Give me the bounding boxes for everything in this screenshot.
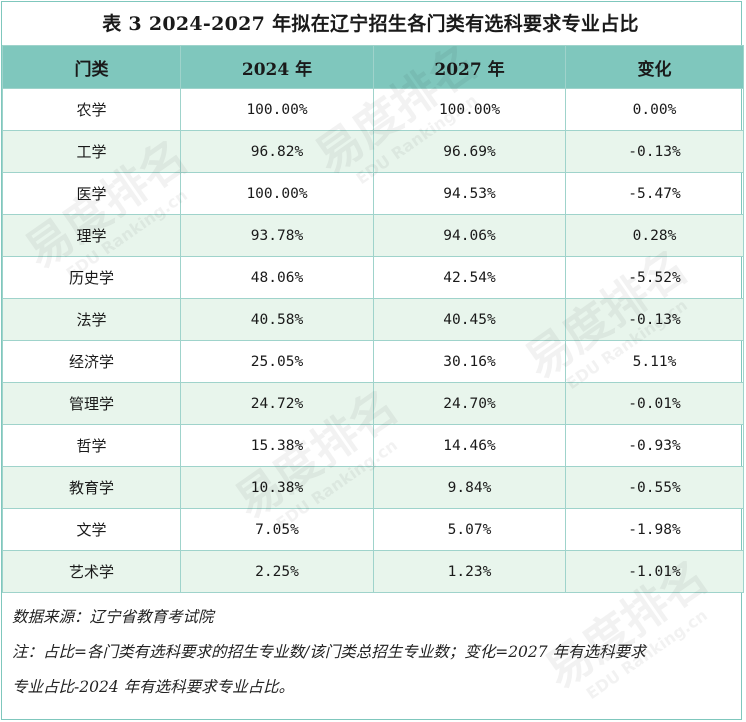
cell-2024: 48.06% [180,256,374,299]
cell-2027: 100.00% [373,88,566,131]
table-row: 文学 7.05% 5.07% -1.98% [2,508,744,551]
cell-category: 哲学 [2,424,181,467]
table-row: 法学 40.58% 40.45% -0.13% [2,298,744,341]
cell-2027: 5.07% [373,508,566,551]
table-row: 历史学 48.06% 42.54% -5.52% [2,256,744,299]
table-row: 工学 96.82% 96.69% -0.13% [2,130,744,173]
header-2027: 2027 年 [373,45,566,89]
cell-2027: 9.84% [373,466,566,509]
table-notes: 数据来源：辽宁省教育考试院 注：占比=各门类有选科要求的招生专业数/该门类总招生… [12,600,738,705]
cell-2027: 94.06% [373,214,566,257]
table-row: 农学 100.00% 100.00% 0.00% [2,88,744,131]
cell-change: -0.13% [565,298,744,341]
table-row: 哲学 15.38% 14.46% -0.93% [2,424,744,467]
table-title: 表 3 2024-2027 年拟在辽宁招生各门类有选科要求专业占比 [102,12,639,35]
table-row: 艺术学 2.25% 1.23% -1.01% [2,550,744,593]
cell-2027: 30.16% [373,340,566,383]
cell-category: 管理学 [2,382,181,425]
cell-2024: 2.25% [180,550,374,593]
cell-2024: 96.82% [180,130,374,173]
table-row: 教育学 10.38% 9.84% -0.55% [2,466,744,509]
cell-2024: 100.00% [180,172,374,215]
cell-2027: 94.53% [373,172,566,215]
cell-2027: 96.69% [373,130,566,173]
cell-2027: 24.70% [373,382,566,425]
cell-2027: 1.23% [373,550,566,593]
cell-2024: 15.38% [180,424,374,467]
cell-2024: 93.78% [180,214,374,257]
data-source-note: 数据来源：辽宁省教育考试院 [12,608,214,626]
table-row: 经济学 25.05% 30.16% 5.11% [2,340,744,383]
cell-change: -5.47% [565,172,744,215]
cell-category: 艺术学 [2,550,181,593]
cell-category: 教育学 [2,466,181,509]
cell-category: 历史学 [2,256,181,299]
cell-change: 0.00% [565,88,744,131]
cell-change: -0.13% [565,130,744,173]
cell-2027: 14.46% [373,424,566,467]
cell-change: -1.01% [565,550,744,593]
cell-change: -1.98% [565,508,744,551]
cell-2027: 42.54% [373,256,566,299]
cell-2024: 24.72% [180,382,374,425]
cell-category: 法学 [2,298,181,341]
table-row: 管理学 24.72% 24.70% -0.01% [2,382,744,425]
cell-category: 医学 [2,172,181,215]
cell-category: 文学 [2,508,181,551]
cell-category: 农学 [2,88,181,131]
cell-2024: 7.05% [180,508,374,551]
cell-2027: 40.45% [373,298,566,341]
table-row: 医学 100.00% 94.53% -5.47% [2,172,744,215]
header-change: 变化 [565,45,744,89]
header-2024: 2024 年 [180,45,374,89]
cell-category: 理学 [2,214,181,257]
definition-note-line2: 专业占比-2024 年有选科要求专业占比。 [12,678,295,696]
data-table: 门类 2024 年 2027 年 变化 农学 100.00% 100.00% 0… [2,45,744,593]
cell-change: -0.01% [565,382,744,425]
header-category: 门类 [2,45,181,89]
cell-2024: 100.00% [180,88,374,131]
cell-category: 工学 [2,130,181,173]
table-row: 理学 93.78% 94.06% 0.28% [2,214,744,257]
cell-change: -0.93% [565,424,744,467]
cell-change: -5.52% [565,256,744,299]
cell-2024: 25.05% [180,340,374,383]
definition-note-line1: 注：占比=各门类有选科要求的招生专业数/该门类总招生专业数；变化=2027 年有… [12,643,646,661]
cell-change: 0.28% [565,214,744,257]
cell-2024: 10.38% [180,466,374,509]
cell-2024: 40.58% [180,298,374,341]
header-row: 门类 2024 年 2027 年 变化 [2,45,744,89]
cell-category: 经济学 [2,340,181,383]
cell-change: 5.11% [565,340,744,383]
cell-change: -0.55% [565,466,744,509]
